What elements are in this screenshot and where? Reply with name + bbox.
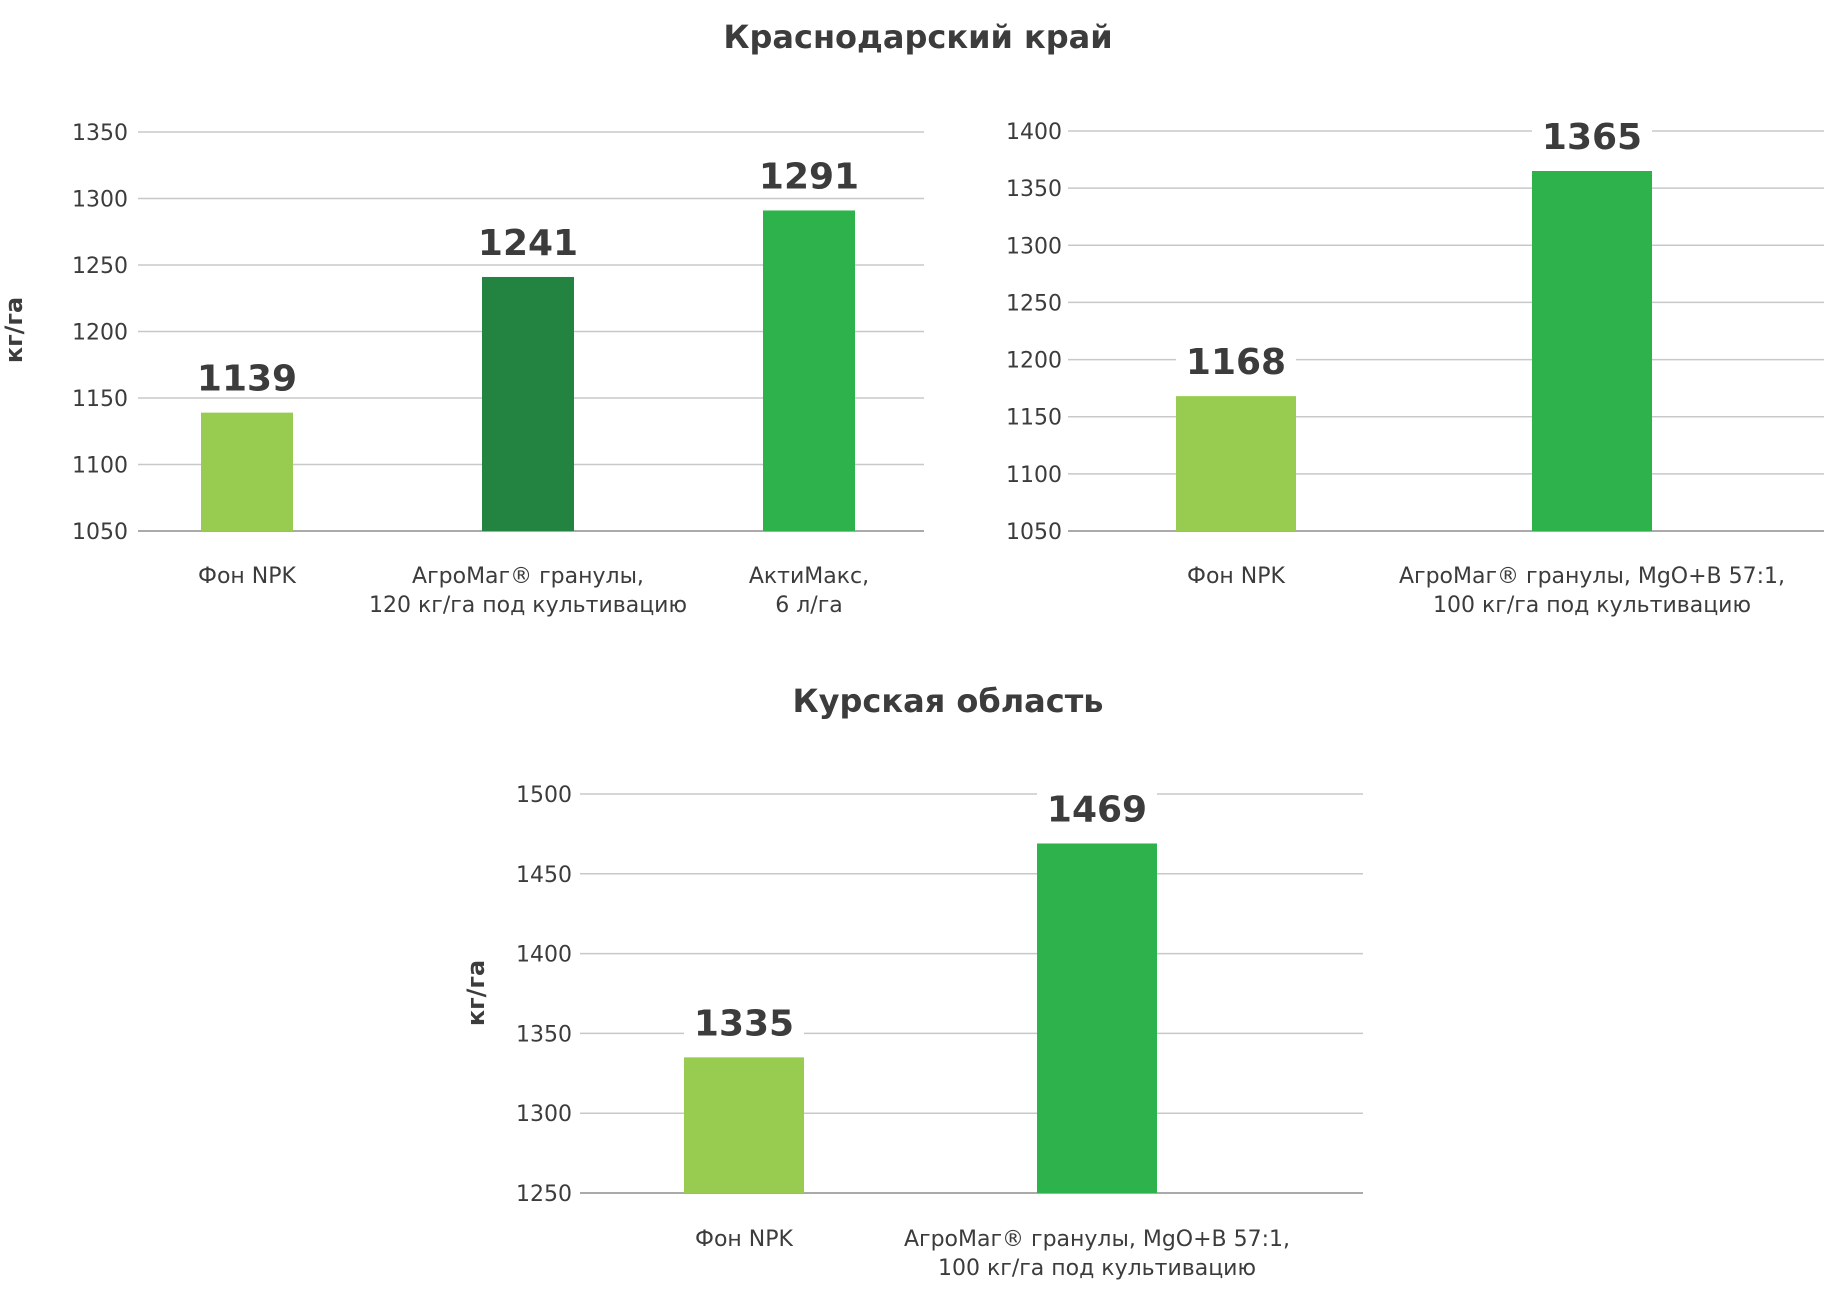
y-tick-label: 1400	[1006, 120, 1062, 145]
data-label: 1291	[759, 156, 859, 197]
bar	[763, 210, 855, 531]
category-label: АгроМаг® гранулы, MgO+B 57:1,	[904, 1227, 1290, 1252]
y-tick-label: 1200	[1006, 349, 1062, 374]
y-tick-label: 1300	[72, 188, 128, 213]
data-label: 1139	[197, 359, 297, 400]
data-label: 1241	[478, 223, 578, 264]
data-label: 1469	[1047, 789, 1147, 830]
y-tick-label: 1100	[1006, 463, 1062, 488]
y-tick-label: 1250	[72, 254, 128, 279]
value-label-background	[1037, 783, 1157, 828]
value-label-background	[1532, 111, 1652, 155]
y-tick-label: 1050	[72, 520, 128, 545]
chart-kursk: 1250 1300 1350 1400 1450 1500 кг/га 1335 Фон NPK…	[462, 783, 1363, 1281]
section-title-kursk: Курская область	[793, 682, 1104, 720]
y-tick-label: 1200	[72, 321, 128, 346]
y-tick-label: 1150	[1006, 406, 1062, 431]
category-label: АгроМаг® гранулы, MgO+B 57:1,	[1399, 564, 1785, 589]
y-axis-label: кг/га	[0, 297, 28, 363]
category-label: АктиМакс,	[749, 564, 869, 589]
bar	[1532, 171, 1652, 531]
category-label: 120 кг/га под культивацию	[369, 593, 687, 618]
data-label: 1365	[1542, 117, 1642, 158]
y-tick-label: 1050	[1006, 520, 1062, 545]
category-label: 6 л/га	[775, 593, 843, 618]
bar	[684, 1057, 804, 1193]
chart-krasnodar-1: 1050 1100 1150 1200 1250 1300 1350 кг/га 1139 Фон…	[0, 121, 924, 618]
y-tick-label: 1450	[516, 863, 572, 888]
category-label: 100 кг/га под культивацию	[1433, 593, 1751, 618]
y-tick-label: 1150	[72, 387, 128, 412]
value-label-background	[749, 150, 869, 195]
bar	[1176, 396, 1296, 531]
y-tick-label: 1350	[72, 121, 128, 146]
y-tick-label: 1500	[516, 783, 572, 808]
y-tick-label: 1400	[516, 943, 572, 968]
value-label-background	[468, 216, 588, 261]
data-label: 1168	[1186, 342, 1286, 383]
y-tick-label: 1300	[1006, 234, 1062, 259]
category-label: Фон NPK	[695, 1227, 793, 1252]
y-tick-label: 1250	[1006, 291, 1062, 316]
value-label-background	[1176, 336, 1296, 381]
value-label-background	[187, 352, 307, 397]
y-tick-label: 1100	[72, 454, 128, 479]
y-axis-label: кг/га	[462, 960, 490, 1026]
section-title-krasnodar: Краснодарский край	[723, 18, 1112, 56]
category-label: Фон NPK	[1187, 564, 1285, 589]
value-label-background	[684, 997, 804, 1042]
bar	[1037, 843, 1157, 1193]
bar	[482, 276, 574, 531]
bar	[201, 412, 293, 531]
chart-krasnodar-2: 1050 1100 1150 1200 1250 1300 1350 1400 1168 Фон …	[1006, 111, 1824, 618]
category-label: Фон NPK	[198, 564, 296, 589]
y-tick-label: 1350	[516, 1022, 572, 1047]
y-tick-label: 1350	[1006, 177, 1062, 202]
data-label: 1335	[694, 1003, 794, 1044]
category-label: 100 кг/га под культивацию	[938, 1256, 1256, 1281]
y-tick-label: 1250	[516, 1182, 572, 1207]
category-label: АгроМаг® гранулы,	[412, 564, 644, 589]
y-tick-label: 1300	[516, 1102, 572, 1127]
